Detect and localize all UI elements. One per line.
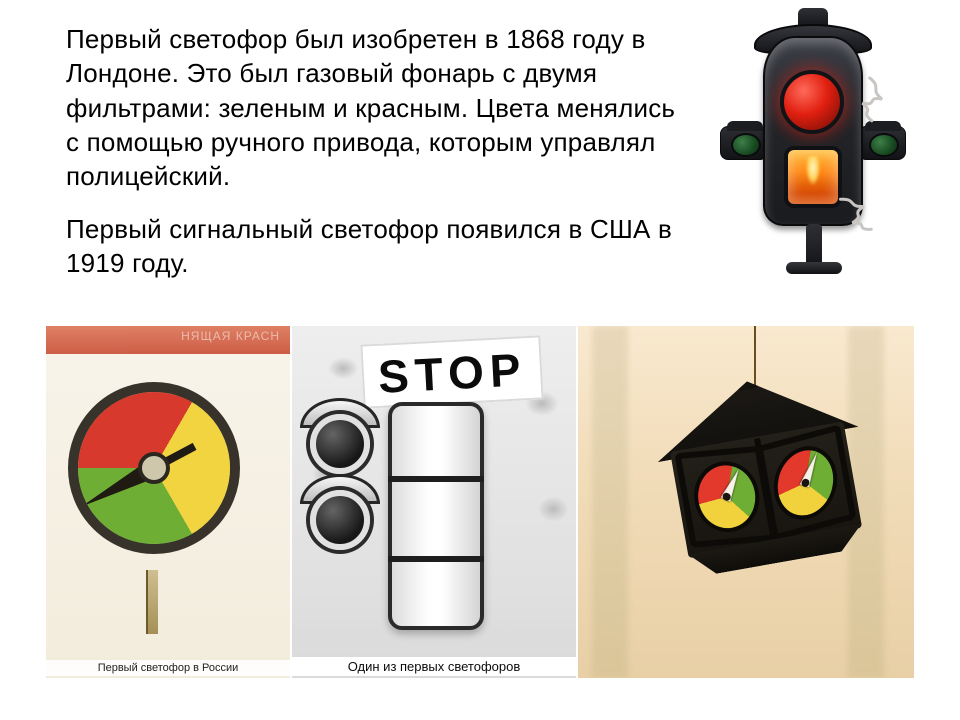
panel-hanging-lantern [578,326,914,678]
signal-housing [388,402,484,630]
top-banner-text: НЯЩАЯ КРАСН [181,329,280,343]
panel-stop-bw: STOP Один из первых светофоров [292,326,576,678]
lamp-base [786,262,842,274]
side-lens-right [858,126,906,160]
paragraph-2: Первый сигнальный светофор появился в СШ… [66,212,686,281]
signal-lens-bottom [310,490,370,550]
panel-a-caption: Первый светофор в России [46,660,290,676]
disc-pointer [721,463,745,502]
lantern [647,364,882,592]
disc-pointer [800,446,823,487]
background-stick [592,326,628,678]
dial-segment-green [154,468,240,554]
red-lens [780,70,844,134]
fire-chamber [784,146,842,208]
dial-pole [146,570,158,634]
tricolor-disc [768,443,842,522]
signal-lens-top [310,414,370,474]
housing-rib [388,556,484,562]
spring-icon [836,188,884,241]
stop-sign: STOP [360,335,544,408]
paragraph-1: Первый светофор был изобретен в 1868 год… [66,22,686,194]
image-strip: НЯЩАЯ КРАСН Первый светофор в России STO… [46,326,914,678]
dial-hub [138,452,170,484]
panel-b-caption: Один из первых светофоров [292,657,576,676]
gas-traffic-light-illustration [708,36,918,266]
panel-color-dial: НЯЩАЯ КРАСН Первый светофор в России [46,326,290,678]
intro-text: Первый светофор был изобретен в 1868 год… [66,22,686,298]
side-lens-left [720,126,768,160]
tricolor-disc [688,454,765,539]
top-banner: НЯЩАЯ КРАСН [46,326,290,354]
semaphore-dial [68,382,240,554]
housing-rib [388,476,484,482]
